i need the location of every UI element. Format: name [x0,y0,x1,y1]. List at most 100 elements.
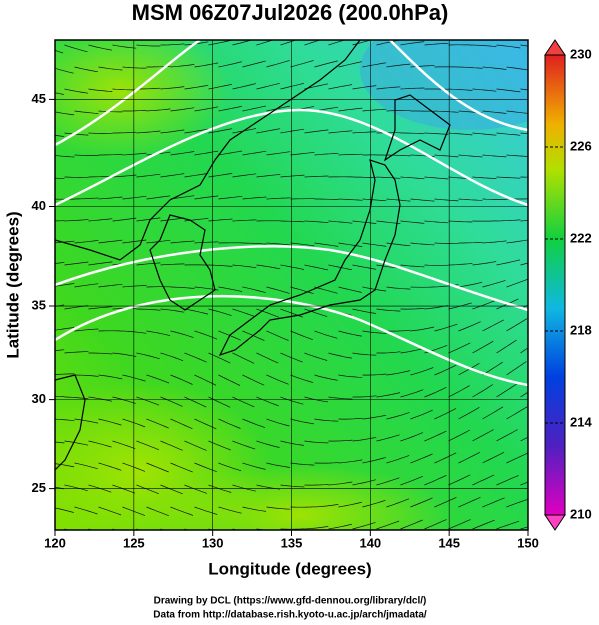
y-tick-label: 45 [32,91,46,106]
streamline [434,242,459,245]
colorbar-tick-label: 222 [570,230,592,245]
streamline [55,283,75,287]
streamline [410,497,433,508]
streamline [218,195,243,200]
streamline [55,92,64,95]
streamline [184,84,209,90]
streamline [314,330,338,339]
streamline [434,198,459,202]
streamline [496,88,521,93]
streamline [256,128,281,134]
streamline [136,173,161,178]
field [55,40,528,530]
streamline [218,418,241,429]
streamline [328,396,353,400]
streamline [55,463,75,468]
streamline [146,330,171,336]
streamline [218,374,241,386]
streamline [160,484,183,495]
streamline [218,105,243,112]
streamline [506,361,527,376]
streamline [424,176,449,180]
streamline [146,418,169,429]
streamline [458,451,481,464]
streamline [458,66,483,69]
streamline [136,217,161,222]
streamline [280,264,305,270]
streamline [482,406,504,420]
streamline [280,128,305,134]
streamline [170,330,194,338]
streamline [496,475,519,486]
streamline [112,88,137,91]
streamline [122,110,147,112]
streamline [304,40,321,46]
streamline [280,83,304,90]
streamline [448,385,470,398]
streamline [266,462,291,468]
streamline [256,82,280,90]
streamline [242,105,266,112]
streamline [376,392,401,398]
streamline [400,347,425,354]
streamline [55,441,65,444]
streamline [434,110,459,113]
streamline [520,526,528,530]
streamline [184,440,207,451]
streamline [400,389,424,398]
streamline [232,83,256,90]
streamline [328,481,353,486]
coast [55,40,361,261]
streamline [136,262,161,266]
streamline [338,242,363,247]
streamline [472,44,497,47]
streamline [160,129,185,134]
streamline [55,486,65,490]
streamline [362,373,387,376]
streamline [304,484,329,486]
streamline [74,283,99,288]
streamline [362,457,386,464]
streamline [74,462,98,470]
streamline [88,440,112,448]
streamline [64,261,89,266]
colorbar-ticks: 210 214 218 222 226 230 [545,46,592,521]
streamline [386,154,411,157]
streamline [362,108,387,112]
streamline [194,150,219,156]
streamline [472,300,496,310]
streamline [184,218,209,222]
streamline [424,132,449,135]
contour [55,245,528,312]
streamline [232,308,256,318]
streamline [386,286,411,290]
streamline [520,391,528,398]
streamline [434,154,459,158]
streamline [194,106,219,112]
streamline [208,352,231,364]
streamline [362,499,386,508]
streamline [458,154,483,158]
streamline [304,220,329,223]
warm-area [150,465,450,530]
streamline [482,451,505,464]
streamline [386,455,410,464]
streamline [122,285,147,288]
streamline [352,395,377,398]
streamline [98,462,122,471]
streamline [170,462,193,473]
y-tick-label: 25 [32,480,46,495]
streamline [458,496,481,508]
streamline [448,88,473,91]
streamline [88,88,113,92]
streamline [242,286,266,294]
streamline [64,88,89,94]
streamline [266,506,291,510]
streamline [74,328,99,332]
streamline [520,304,528,310]
streamline [160,86,185,90]
streamline [160,43,185,46]
streamline [400,432,424,442]
streamline [242,462,266,470]
